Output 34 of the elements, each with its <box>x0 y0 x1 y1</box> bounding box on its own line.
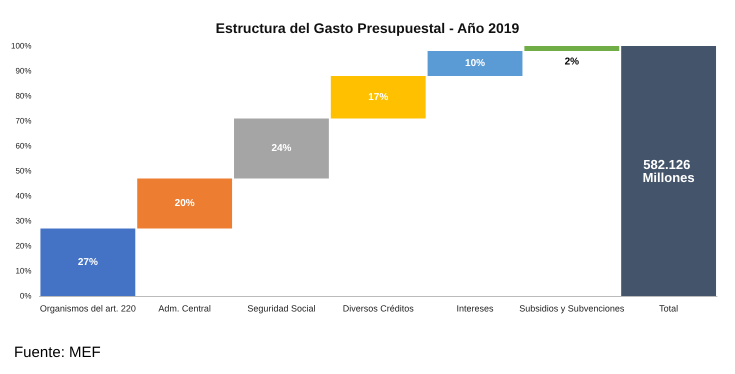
x-tick-label: Subsidios y Subvenciones <box>519 304 625 314</box>
bar <box>621 46 716 296</box>
data-label: 2% <box>564 56 580 68</box>
bar <box>137 178 232 228</box>
y-tick-label: 90% <box>15 66 32 76</box>
x-tick-label: Intereses <box>456 304 494 314</box>
x-tick-label: Total <box>659 304 678 314</box>
y-tick-label: 20% <box>15 242 32 250</box>
annotation: 582.126 Millones <box>642 157 695 185</box>
data-label: 24% <box>271 143 292 154</box>
source-note: Fuente: MEF <box>14 344 101 361</box>
x-tick-label: Adm. Central <box>158 304 211 314</box>
x-tick-label: Seguridad Social <box>247 304 316 314</box>
chart-title: Estructura del Gasto Presupuestal - Año 2019 <box>216 20 520 36</box>
y-tick-label: 70% <box>15 116 32 126</box>
data-label: 27% <box>78 256 98 268</box>
y-tick-label: 60% <box>15 142 32 150</box>
bar <box>524 46 620 51</box>
y-tick-label: 100% <box>10 42 32 50</box>
x-tick-label: Organismos del art. 220 <box>40 304 136 314</box>
data-label: 10% <box>465 58 486 69</box>
y-tick-label: 40% <box>15 192 32 200</box>
bar <box>428 51 522 76</box>
bar <box>234 118 329 178</box>
y-tick-label: 80% <box>15 92 32 100</box>
y-tick-label: 50% <box>15 166 32 176</box>
x-tick-label: Diversos Créditos <box>342 304 414 314</box>
bar <box>40 228 136 296</box>
data-label: 17% <box>368 92 388 103</box>
y-tick-label: 30% <box>15 216 32 226</box>
bar <box>330 76 426 118</box>
y-tick-label: 0% <box>20 292 32 300</box>
data-label: 20% <box>174 198 195 209</box>
y-tick-label: 10% <box>15 266 32 276</box>
